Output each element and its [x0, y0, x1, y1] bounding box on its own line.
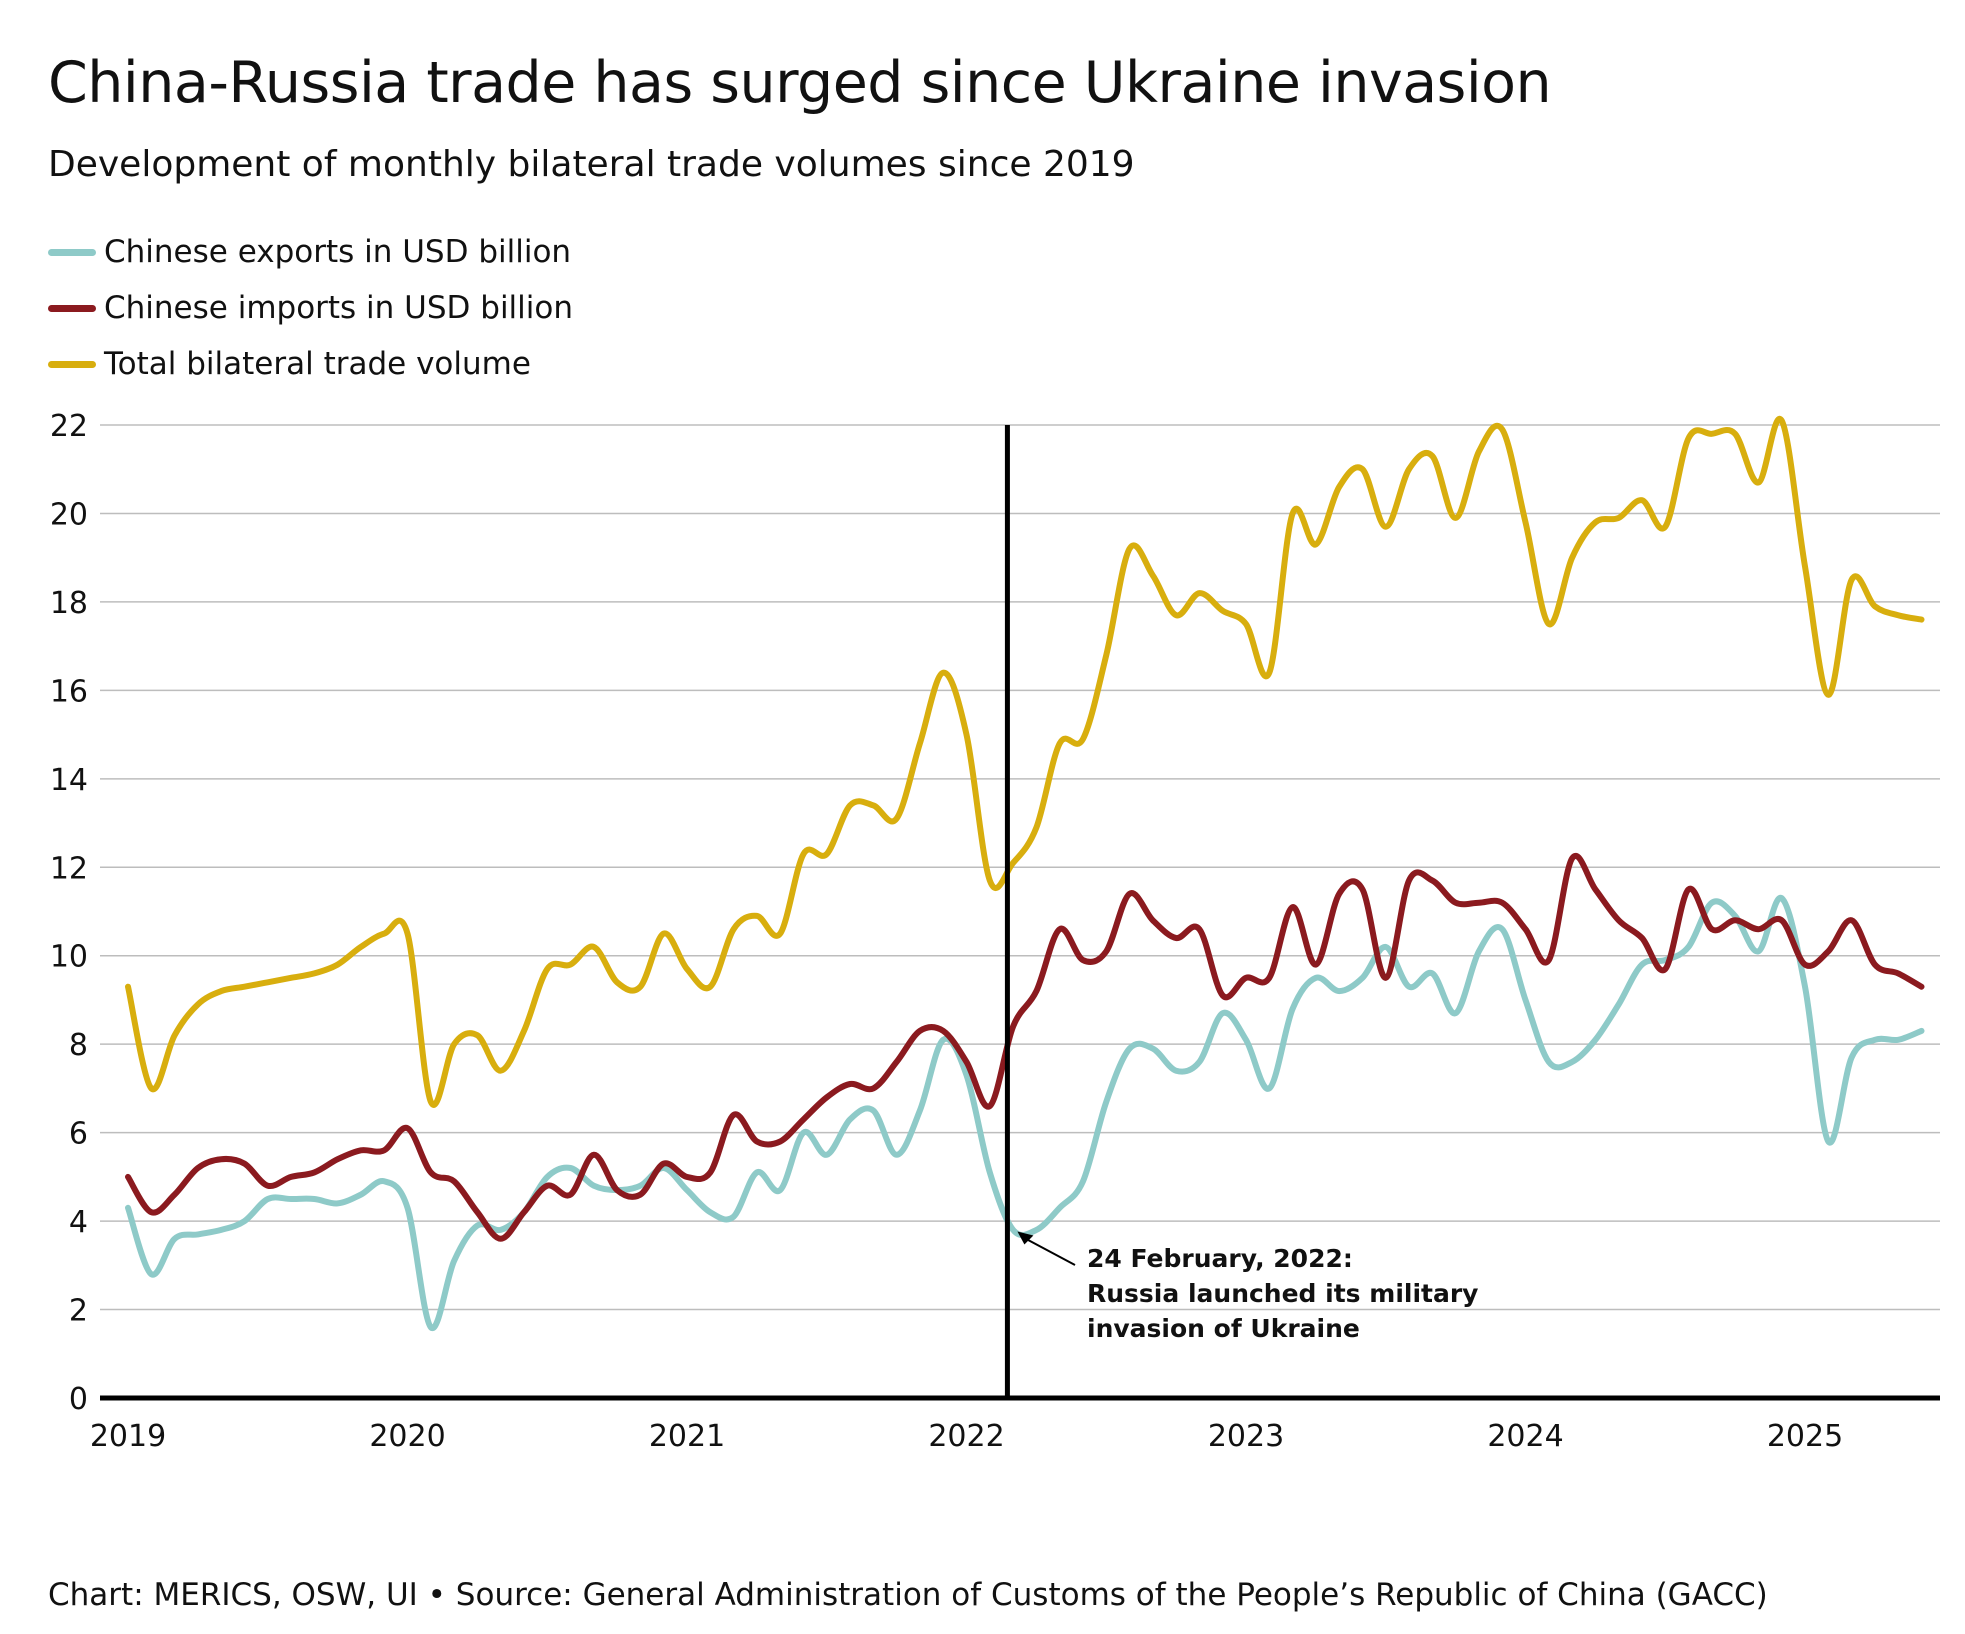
- x-axis-ticks: 2019 2020 2021 2022 2023 2024 2025: [90, 1419, 1843, 1454]
- y-tick-label: 22: [50, 409, 88, 444]
- annotation-text: Russia launched its military: [1087, 1279, 1478, 1308]
- series-total-trade-line: [125, 415, 1925, 1108]
- series-lines: [125, 415, 1925, 1331]
- y-tick-label: 2: [69, 1294, 88, 1329]
- annotation-text: invasion of Ukraine: [1087, 1314, 1360, 1343]
- x-tick-label: 2020: [369, 1419, 445, 1454]
- legend-swatch-imports: [48, 304, 96, 312]
- legend-item-exports: Chinese exports in USD billion: [48, 224, 573, 280]
- series-imports-line: [125, 852, 1925, 1242]
- y-tick-label: 10: [50, 940, 88, 975]
- legend-item-total: Total bilateral trade volume: [48, 336, 573, 392]
- legend-swatch-exports: [48, 248, 96, 256]
- y-tick-label: 16: [50, 674, 88, 709]
- y-tick-label: 8: [69, 1028, 88, 1063]
- annotation-arrow: [1022, 1236, 1076, 1266]
- legend-label-total: Total bilateral trade volume: [104, 346, 531, 382]
- y-tick-label: 6: [69, 1117, 88, 1152]
- x-tick-label: 2024: [1487, 1419, 1563, 1454]
- source-credit: Chart: MERICS, OSW, UI • Source: General…: [48, 1577, 1768, 1613]
- y-axis-ticks: 0 2 4 6 8 10 12 14 16 18 20 22: [50, 409, 88, 1417]
- y-tick-label: 18: [50, 586, 88, 621]
- y-tick-label: 12: [50, 851, 88, 886]
- x-tick-label: 2023: [1208, 1419, 1284, 1454]
- y-tick-label: 20: [50, 497, 88, 532]
- legend-label-exports: Chinese exports in USD billion: [104, 234, 572, 270]
- annotation-date: 24 February, 2022:: [1087, 1244, 1353, 1273]
- series-exports-line: [125, 895, 1925, 1331]
- legend: Chinese exports in USD billion Chinese i…: [48, 224, 573, 392]
- x-tick-label: 2022: [928, 1419, 1004, 1454]
- page-subtitle: Development of monthly bilateral trade v…: [48, 144, 1135, 185]
- y-tick-label: 4: [69, 1205, 88, 1240]
- x-tick-label: 2019: [90, 1419, 166, 1454]
- legend-swatch-total: [48, 360, 96, 368]
- y-tick-label: 0: [69, 1382, 88, 1417]
- legend-item-imports: Chinese imports in USD billion: [48, 280, 573, 336]
- annotation-arrowhead: [1017, 1231, 1034, 1245]
- x-tick-label: 2025: [1767, 1419, 1843, 1454]
- event-marker: 24 February, 2022: Russia launched its mi…: [1004, 425, 1478, 1398]
- x-tick-label: 2021: [649, 1419, 725, 1454]
- legend-label-imports: Chinese imports in USD billion: [104, 290, 574, 326]
- gridlines: [100, 424, 1940, 1401]
- y-tick-label: 14: [50, 763, 88, 798]
- page-title: China-Russia trade has surged since Ukra…: [48, 50, 1552, 116]
